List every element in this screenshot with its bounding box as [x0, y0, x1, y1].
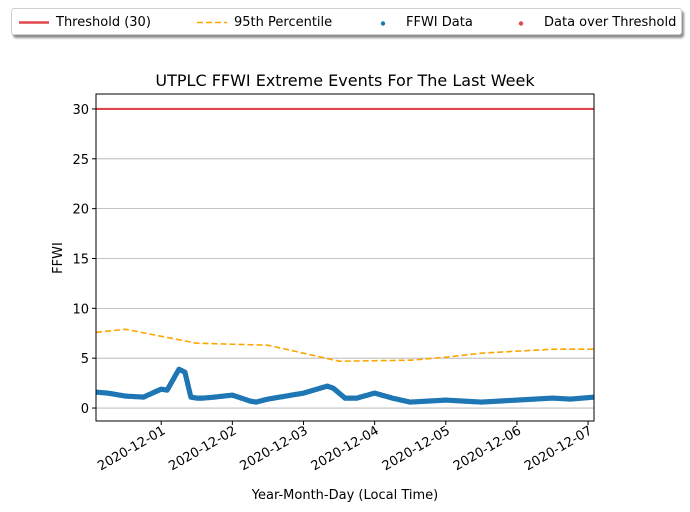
- y-tick-label: 20: [72, 203, 89, 218]
- gridlines: [96, 108, 594, 409]
- legend-threshold-swatch: [19, 21, 49, 24]
- plot-frame: [95, 93, 595, 422]
- y-tick-label: 30: [72, 103, 89, 118]
- y-tick-label: 0: [81, 402, 89, 417]
- legend-over-marker: [518, 21, 524, 26]
- legend-item-ffwi: FFWI Data: [366, 9, 473, 36]
- chart-title: UTPLC FFWI Extreme Events For The Last W…: [155, 71, 535, 90]
- x-tick-label: 2020-12-01: [95, 423, 168, 474]
- legend-item-percentile: 95th Percentile: [194, 9, 332, 36]
- y-tick-label: 10: [72, 302, 89, 317]
- legend-item-threshold: Threshold (30): [16, 9, 151, 36]
- y-tick-label: 25: [72, 153, 89, 168]
- x-tick-label: 2020-12-04: [309, 423, 382, 474]
- x-tick-label: 2020-12-03: [238, 423, 311, 474]
- legend-percentile-label: 95th Percentile: [234, 15, 333, 30]
- legend-percentile-swatch: [197, 21, 227, 24]
- x-axis-label: Year-Month-Day (Local Time): [251, 488, 438, 503]
- legend-ffwi-marker: [380, 21, 386, 26]
- series-layer: [96, 107, 594, 405]
- y-axis-label: FFWI: [51, 242, 66, 274]
- legend-item-over-threshold: Data over Threshold: [504, 9, 676, 36]
- x-tick-label: 2020-12-06: [451, 423, 524, 474]
- legend-ffwi-swatch: [380, 21, 386, 26]
- legend-over-swatch: [518, 21, 524, 26]
- legend-threshold-label: Threshold (30): [56, 15, 151, 30]
- legend-over-label: Data over Threshold: [544, 15, 677, 30]
- ffwi-point: [591, 394, 594, 400]
- ffwi-points: [96, 366, 594, 405]
- y-tick-label: 5: [81, 352, 89, 367]
- x-tick-label: 2020-12-02: [166, 423, 239, 474]
- chart-legend: Threshold (30) 95th Percentile FFWI Data…: [11, 8, 682, 35]
- y-tick-label: 15: [72, 252, 89, 267]
- x-tick-label: 2020-12-07: [522, 423, 595, 474]
- percentile-line: [96, 328, 594, 363]
- legend-ffwi-label: FFWI Data: [406, 15, 473, 30]
- x-tick-label: 2020-12-05: [380, 423, 453, 474]
